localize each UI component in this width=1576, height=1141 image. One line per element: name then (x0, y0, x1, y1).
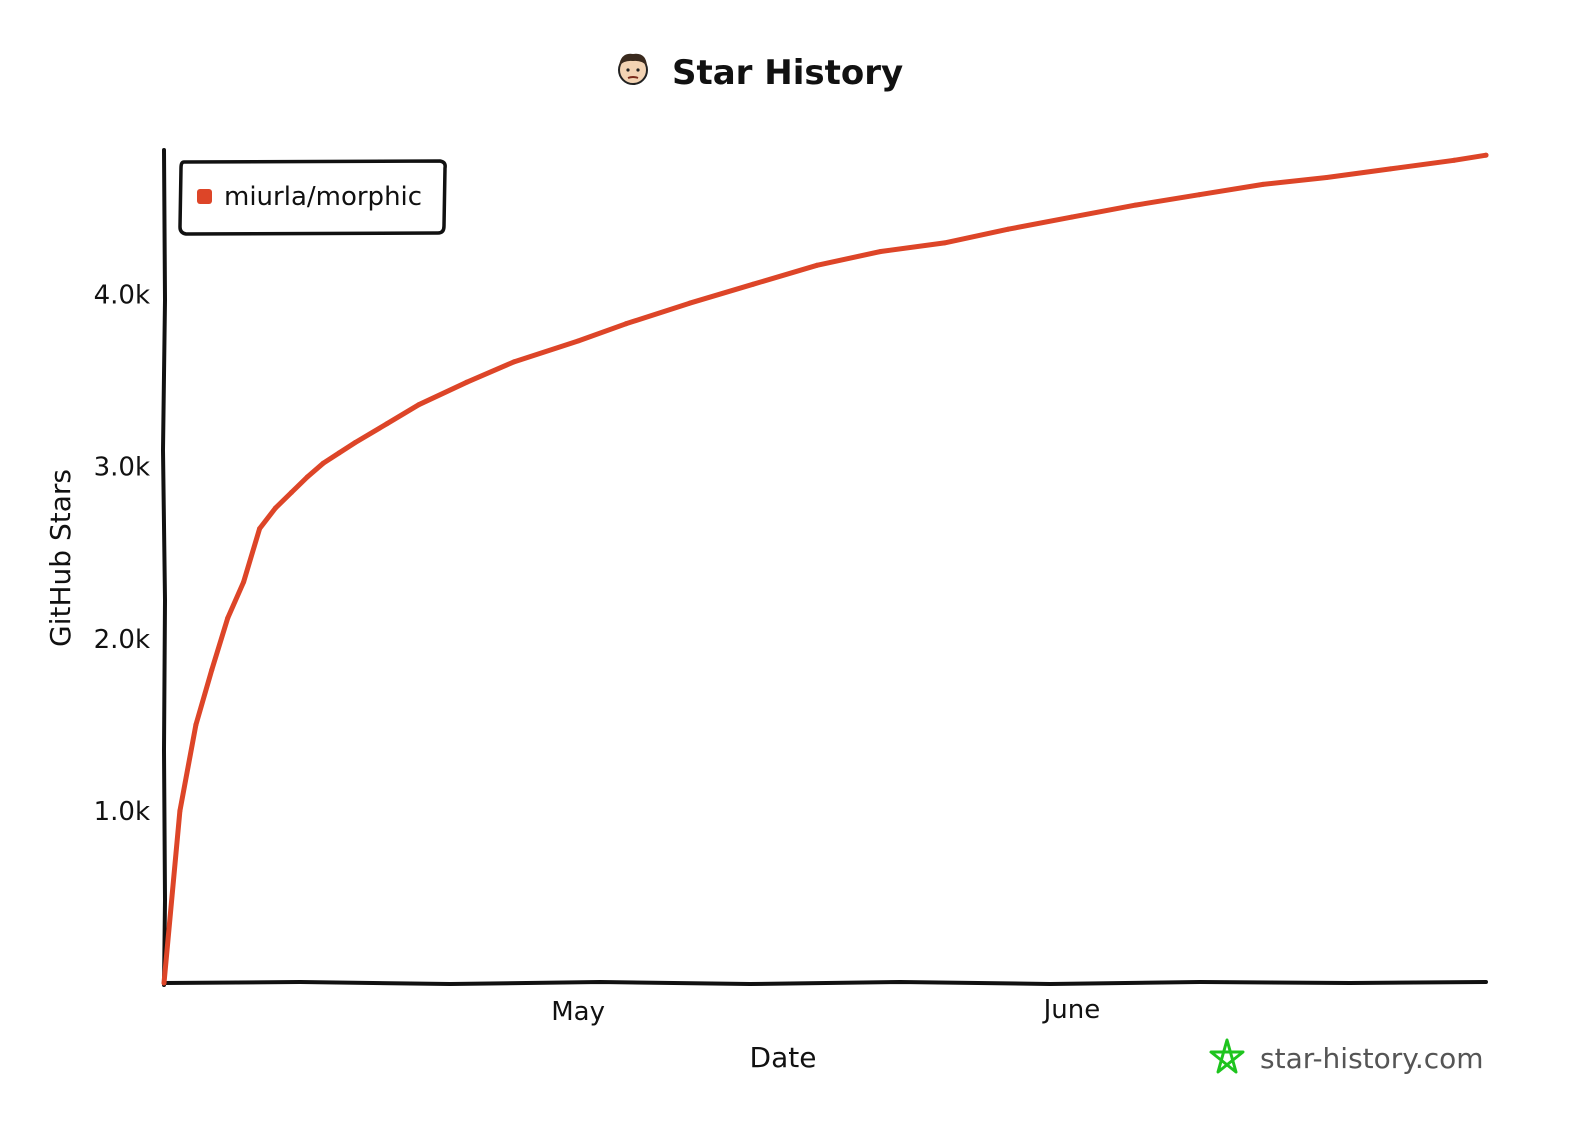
series-point (241, 579, 247, 585)
series-point (161, 980, 167, 986)
series-point (209, 667, 215, 673)
series-point (1451, 157, 1457, 163)
series-point (384, 421, 390, 427)
y-tick-label: 2.0k (94, 625, 150, 655)
series-point (416, 402, 422, 408)
chart-title: Star History (672, 53, 903, 93)
legend-label: miurla/morphic (224, 182, 422, 212)
series-point (257, 526, 263, 532)
series-point (193, 722, 199, 728)
series-point (687, 300, 693, 306)
series-point (1069, 214, 1075, 220)
series-point (942, 240, 947, 246)
series-point (352, 440, 358, 446)
series-line (161, 152, 1489, 986)
series-point (304, 474, 310, 480)
series-point (225, 615, 231, 621)
series-point (1196, 192, 1202, 198)
series-point (288, 490, 294, 495)
series-point (623, 321, 629, 327)
series-point (177, 808, 183, 814)
x-axis (162, 979, 1488, 987)
series-point (320, 460, 326, 466)
series-point (1483, 152, 1489, 158)
series-point (511, 359, 517, 365)
series-point (750, 281, 756, 287)
series-points (161, 152, 1489, 986)
watermark-text: star-history.com (1260, 1042, 1484, 1075)
y-tick-label: 4.0k (94, 281, 150, 311)
title-avatar-icon (618, 53, 648, 85)
series-point (878, 249, 884, 254)
x-tick-label: June (1042, 995, 1101, 1025)
x-tick-label: May (551, 997, 605, 1027)
y-axis-label: GitHub Stars (44, 469, 77, 647)
series-point (336, 450, 342, 456)
series-point (575, 338, 581, 344)
series-point (1387, 166, 1393, 172)
series-point (1005, 226, 1011, 232)
series-point (464, 379, 470, 385)
series-point (1260, 181, 1266, 187)
y-tick-label: 3.0k (94, 453, 150, 483)
series-point (814, 262, 820, 268)
legend-swatch (197, 189, 212, 204)
series-point (1324, 175, 1330, 180)
x-axis-label: Date (750, 1041, 817, 1074)
series-point (1133, 202, 1139, 208)
y-axis (160, 148, 168, 987)
series-point (273, 505, 278, 511)
star-history-logo-icon (1209, 1038, 1245, 1074)
legend: miurla/morphic (178, 159, 447, 236)
y-tick-label: 1.0k (94, 797, 150, 827)
